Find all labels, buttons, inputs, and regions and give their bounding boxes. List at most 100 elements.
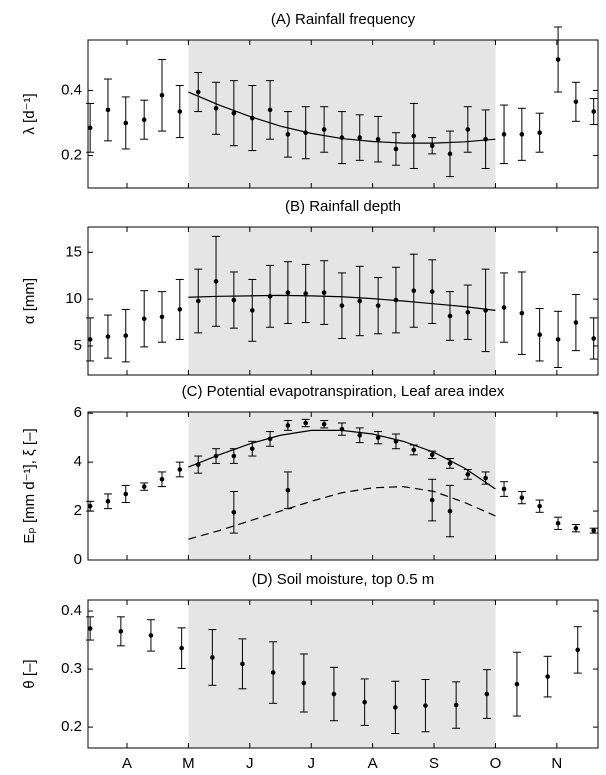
x-tick-label: M xyxy=(182,755,195,772)
data-point xyxy=(303,420,308,426)
data-point xyxy=(429,143,435,149)
data-point xyxy=(123,333,129,338)
data-point xyxy=(123,120,129,126)
data-point xyxy=(195,89,201,95)
data-point xyxy=(195,298,201,304)
y-tick-label: 0 xyxy=(74,551,82,568)
data-point xyxy=(537,332,542,338)
data-point xyxy=(159,314,165,320)
data-point xyxy=(411,288,417,293)
data-point xyxy=(545,674,550,679)
data-point xyxy=(141,316,147,322)
data-point xyxy=(393,439,399,444)
data-point xyxy=(159,476,165,482)
data-point xyxy=(339,303,345,308)
data-point xyxy=(118,629,124,634)
data-point xyxy=(555,521,561,526)
data-point xyxy=(105,107,111,113)
data-point xyxy=(501,132,507,137)
data-point xyxy=(321,127,327,132)
data-point xyxy=(591,336,597,341)
y-tick-label: 0.4 xyxy=(61,602,82,619)
data-point xyxy=(195,462,201,467)
x-tick-label: N xyxy=(551,755,562,772)
x-tick-label: A xyxy=(122,755,132,772)
data-point xyxy=(301,680,307,686)
data-point xyxy=(423,703,428,708)
y-axis-label: Eₚ [mm d⁻¹], ξ [–] xyxy=(21,428,38,543)
data-point xyxy=(483,475,488,481)
data-point xyxy=(303,291,308,296)
data-point xyxy=(177,307,183,312)
data-point xyxy=(141,117,147,122)
data-point xyxy=(87,125,93,131)
data-point xyxy=(447,151,453,157)
y-tick-label: 6 xyxy=(74,404,82,421)
data-point xyxy=(105,334,111,339)
data-point xyxy=(267,436,273,442)
data-point xyxy=(429,289,435,294)
data-point xyxy=(210,655,215,660)
data-point xyxy=(249,115,255,121)
panel-frame xyxy=(87,226,599,376)
panel-title: (B) Rainfall depth xyxy=(285,198,401,215)
data-point xyxy=(285,290,291,295)
data-point xyxy=(331,691,337,697)
y-tick-label: 0.2 xyxy=(61,718,82,735)
x-tick-label: A xyxy=(368,755,378,772)
data-point xyxy=(285,423,291,428)
data-point xyxy=(362,699,367,705)
data-point xyxy=(285,487,291,493)
panel-title: (A) Rainfall frequency xyxy=(271,11,416,28)
data-point xyxy=(357,432,363,438)
data-point xyxy=(177,467,183,472)
data-point xyxy=(591,528,597,533)
x-tick-label: O xyxy=(490,755,502,772)
data-point xyxy=(575,647,581,653)
data-point xyxy=(339,426,345,432)
panel-frame xyxy=(87,39,599,189)
data-point xyxy=(537,503,542,509)
y-tick-label: 10 xyxy=(65,290,82,307)
data-point xyxy=(484,691,490,697)
data-point xyxy=(375,136,381,142)
y-axis-label: λ [d⁻¹] xyxy=(21,93,38,134)
data-point xyxy=(285,132,291,137)
x-tick-label: S xyxy=(429,755,439,772)
shaded-season xyxy=(188,412,496,560)
data-point xyxy=(357,298,363,304)
y-axis-label: θ [–] xyxy=(21,659,38,688)
data-point xyxy=(177,109,183,114)
data-point xyxy=(270,670,276,675)
data-point xyxy=(303,130,308,136)
data-point xyxy=(555,337,561,342)
y-tick-label: 0.3 xyxy=(61,660,82,677)
data-point xyxy=(573,525,579,531)
data-point xyxy=(375,303,381,308)
data-point xyxy=(501,486,507,492)
y-tick-label: 0.2 xyxy=(61,146,82,163)
data-point xyxy=(249,308,255,313)
y-tick-label: 4 xyxy=(74,453,82,470)
x-tick-label: J xyxy=(307,755,315,772)
data-point xyxy=(148,633,154,638)
data-point xyxy=(447,461,453,466)
y-tick-label: 15 xyxy=(65,243,82,260)
panel-frame xyxy=(87,599,599,749)
data-point xyxy=(123,491,129,497)
data-point xyxy=(357,135,363,140)
data-point xyxy=(321,421,327,427)
data-point xyxy=(231,453,237,459)
data-point xyxy=(179,645,184,651)
data-point xyxy=(339,135,345,140)
y-axis-label: α [mm] xyxy=(21,278,38,324)
data-point xyxy=(87,503,93,509)
shaded-season xyxy=(188,600,496,748)
data-point xyxy=(465,472,471,477)
data-point xyxy=(87,626,93,631)
x-tick-label: J xyxy=(246,755,254,772)
data-point xyxy=(483,136,488,142)
y-tick-label: 5 xyxy=(74,337,82,354)
data-point xyxy=(555,57,561,62)
